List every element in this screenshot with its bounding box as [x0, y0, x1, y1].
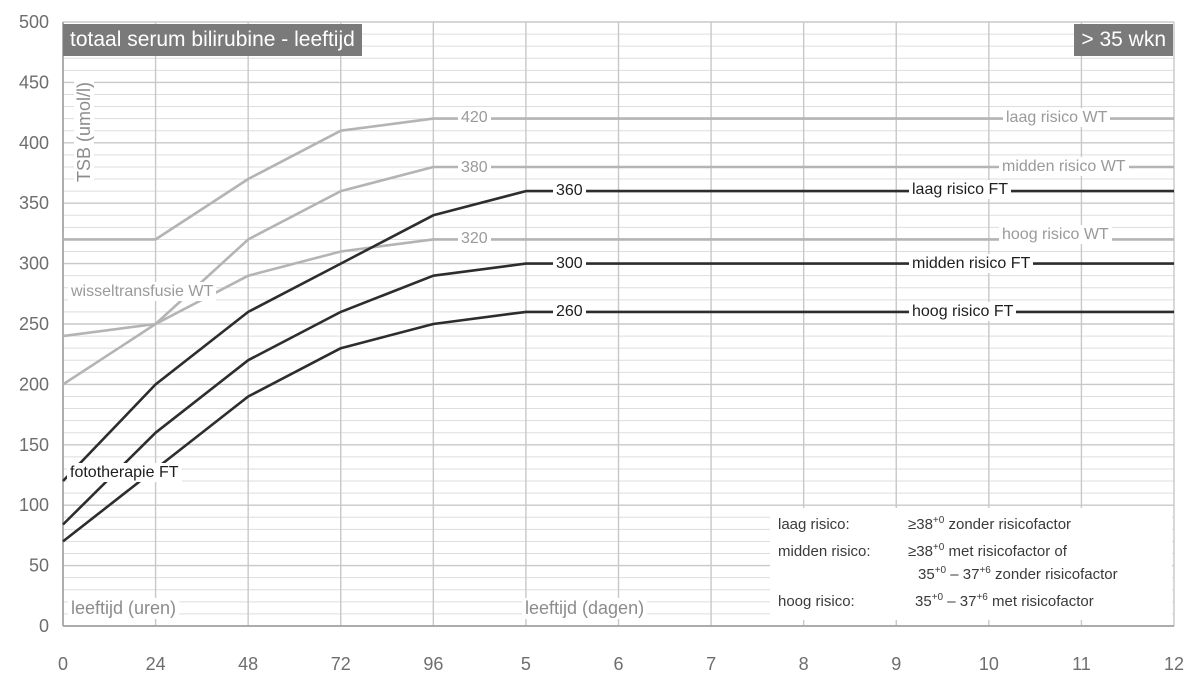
- legend-laag-label: laag risico:: [778, 516, 850, 533]
- y-tick-label: 50: [29, 556, 49, 576]
- series-label-midden-risico-wt: midden risico WT: [999, 157, 1129, 176]
- y-tick-label: 150: [19, 435, 49, 455]
- legend-hoog-b: – 37: [943, 593, 977, 610]
- y-tick-label: 250: [19, 314, 49, 334]
- legend-hoog-label: hoog risico:: [778, 593, 855, 610]
- level-label-260: 260: [553, 302, 586, 321]
- series-line-laag-risico-ft: [62, 189, 1174, 482]
- level-label-300: 300: [553, 254, 586, 273]
- y-tick-label: 300: [19, 254, 49, 274]
- y-tick-label: 200: [19, 374, 49, 394]
- x-tick-label: 12: [1164, 654, 1184, 674]
- level-label-320: 320: [458, 229, 491, 248]
- x-tick-label: 8: [799, 654, 809, 674]
- legend-hoog-sup2: +6: [976, 592, 988, 603]
- y-tick-label: 0: [39, 616, 49, 636]
- x-axis-label-days: leeftijd (dagen): [522, 598, 648, 619]
- risk-legend: laag risico: ≥38+0 zonder risicofactor m…: [770, 508, 1172, 620]
- fototherapie-label: fototherapie FT: [67, 463, 182, 482]
- legend-row-hoog-def: 35+0 – 37+6 met risicofactor: [915, 592, 1094, 611]
- legend-row-hoog: hoog risico:: [778, 593, 855, 610]
- x-axis-label-hours: leeftijd (uren): [68, 598, 180, 619]
- legend-hoog-a: 35: [915, 593, 932, 610]
- legend-hoog-text: met risicofactor: [987, 593, 1094, 610]
- y-tick-label: 500: [19, 12, 49, 32]
- x-tick-label: 6: [613, 654, 623, 674]
- x-tick-label: 5: [521, 654, 531, 674]
- series-label-laag-risico-wt: laag risico WT: [1003, 108, 1111, 127]
- level-label-360: 360: [553, 181, 586, 200]
- x-tick-label: 9: [891, 654, 901, 674]
- series-label-hoog-risico-ft: hoog risico FT: [909, 302, 1017, 321]
- legend-midden2-text: zonder risicofactor: [990, 566, 1118, 583]
- legend-midden-label: midden risico:: [778, 543, 871, 560]
- x-tick-label: 72: [331, 654, 351, 674]
- wisseltransfusie-label: wisseltransfusie WT: [68, 282, 217, 301]
- x-tick-label: 10: [979, 654, 999, 674]
- y-tick-labels: 0 50 100 150 200 250 300 350 400 450 500: [19, 12, 49, 636]
- y-axis-label: TSB (umol/l): [74, 78, 94, 185]
- legend-row-midden: midden risico:: [778, 543, 871, 560]
- legend-hoog-sup1: +0: [931, 592, 944, 603]
- y-tick-label: 350: [19, 193, 49, 213]
- legend-row-midden-def2: 35+0 – 37+6 zonder risicofactor: [918, 565, 1118, 584]
- x-tick-label: 24: [146, 654, 166, 674]
- y-tick-label: 450: [19, 72, 49, 92]
- x-tick-labels: 0 24 48 72 96 5 6 7 8 9 10 11 12: [58, 654, 1184, 674]
- legend-row-midden-def: ≥38+0 met risicofactor of: [908, 542, 1067, 561]
- legend-laag-prefix: ≥38: [908, 516, 933, 533]
- legend-midden2-b: – 37: [946, 566, 980, 583]
- series-label-laag-risico-ft: laag risico FT: [909, 180, 1012, 199]
- legend-midden2-a: 35: [918, 566, 935, 583]
- x-tick-label: 96: [423, 654, 443, 674]
- x-tick-label: 48: [238, 654, 258, 674]
- legend-midden-prefix: ≥38: [908, 543, 933, 560]
- x-tick-label: 7: [706, 654, 716, 674]
- series-label-hoog-risico-wt: hoog risico WT: [999, 225, 1112, 244]
- series-label-midden-risico-ft: midden risico FT: [909, 254, 1034, 273]
- legend-midden-sup: +0: [932, 542, 945, 553]
- level-label-380: 380: [458, 158, 491, 177]
- legend-midden2-sup1: +0: [934, 565, 947, 576]
- x-tick-label: 0: [58, 654, 68, 674]
- age-badge: > 35 wkn: [1074, 24, 1173, 56]
- y-tick-label: 400: [19, 133, 49, 153]
- series-line-hoog-risico-wt: [62, 238, 1174, 386]
- x-tick-label: 11: [1072, 654, 1091, 674]
- legend-laag-sup: +0: [932, 515, 945, 526]
- y-tick-label: 100: [19, 495, 49, 515]
- series-line-midden-risico-wt: [62, 165, 1174, 338]
- level-label-420: 420: [458, 108, 491, 127]
- legend-midden-text: met risicofactor of: [944, 543, 1067, 560]
- legend-midden2-sup2: +6: [979, 565, 991, 576]
- legend-row-laag: laag risico:: [778, 516, 850, 533]
- legend-row-laag-def: ≥38+0 zonder risicofactor: [908, 515, 1072, 534]
- legend-laag-text: zonder risicofactor: [944, 516, 1072, 533]
- series-line-midden-risico-ft: [62, 262, 1174, 526]
- chart-title: totaal serum bilirubine - leeftijd: [63, 24, 362, 56]
- series-line-laag-risico-wt: [63, 117, 1174, 241]
